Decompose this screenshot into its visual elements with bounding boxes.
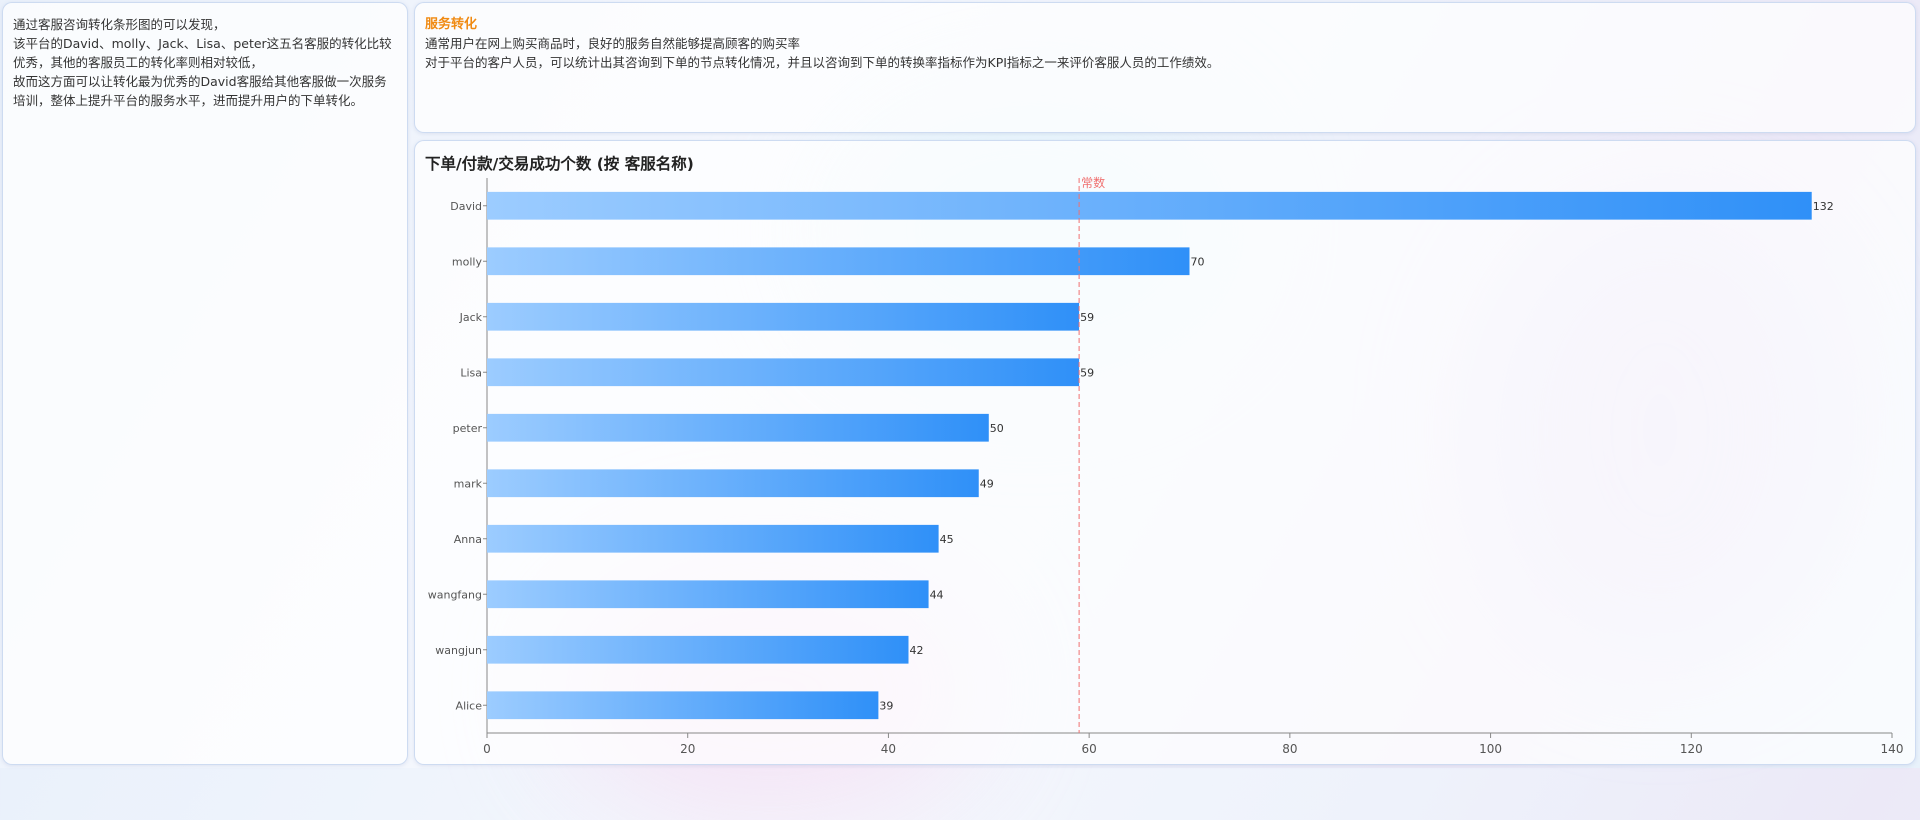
analysis-panel: 通过客服咨询转化条形图的可以发现， 该平台的David、molly、Jack、L… [2, 2, 408, 765]
value-label-molly: 70 [1191, 255, 1205, 268]
x-tick-label: 20 [680, 742, 695, 756]
x-tick-label: 40 [881, 742, 896, 756]
category-label-wangfang: wangfang [428, 588, 482, 601]
category-label-molly: molly [452, 255, 483, 268]
bar-mark [487, 469, 979, 498]
chart-title: 下单/付款/交易成功个数 (按 客服名称) [425, 155, 694, 173]
analysis-paragraph-3: 故而这方面可以让转化最为优秀的David客服给其他客服做一次服务培训，整体上提升… [13, 74, 387, 108]
mark-line-label: 常数 [1081, 175, 1105, 190]
category-label-mark: mark [454, 477, 483, 490]
value-label-Lisa: 59 [1080, 366, 1094, 379]
category-label-wangjun: wangjun [435, 644, 482, 657]
value-label-wangjun: 42 [910, 644, 924, 657]
bar-molly [487, 247, 1190, 276]
x-tick-label: 0 [483, 742, 491, 756]
bar-David [487, 191, 1812, 220]
chart-panel: 下单/付款/交易成功个数 (按 客服名称) David 132 molly 70 Jac… [414, 140, 1916, 765]
category-label-Lisa: Lisa [460, 366, 482, 379]
value-label-Alice: 39 [879, 699, 893, 712]
value-label-peter: 50 [990, 422, 1004, 435]
section-title: 服务转化 [425, 17, 478, 32]
bar-peter [487, 413, 989, 442]
x-tick-label: 80 [1282, 742, 1297, 756]
service-conversion-panel: 服务转化 通常用户在网上购买商品时，良好的服务自然能够提高顾客的购买率 对于平台… [414, 2, 1916, 133]
x-tick-label: 100 [1479, 742, 1502, 756]
analysis-paragraph-1: 通过客服咨询转化条形图的可以发现， [13, 17, 226, 32]
category-label-peter: peter [453, 422, 483, 435]
x-tick-label: 60 [1082, 742, 1097, 756]
analysis-paragraph-2: 该平台的David、molly、Jack、Lisa、peter这五名客服的转化比… [13, 36, 392, 70]
bar-Lisa [487, 358, 1080, 387]
bar-Jack [487, 302, 1080, 331]
category-label-Jack: Jack [459, 311, 483, 324]
category-label-Anna: Anna [454, 533, 482, 546]
x-tick-label: 140 [1881, 742, 1904, 756]
bar-wangjun [487, 635, 909, 664]
value-label-David: 132 [1813, 200, 1834, 213]
bar-chart: David 132 molly 70 Jack 59 Lisa 59 peter 50 mark 49… [428, 175, 1904, 756]
x-tick-label: 120 [1680, 742, 1703, 756]
value-label-wangfang: 44 [930, 588, 944, 601]
value-label-mark: 49 [980, 477, 994, 490]
category-label-David: David [450, 200, 482, 213]
description-line-2: 对于平台的客户人员，可以统计出其咨询到下单的节点转化情况，并且以咨询到下单的转换… [425, 55, 1220, 70]
bar-wangfang [487, 580, 929, 609]
category-label-Alice: Alice [456, 699, 483, 712]
bar-Alice [487, 691, 879, 720]
value-label-Anna: 45 [940, 533, 954, 546]
value-label-Jack: 59 [1080, 311, 1094, 324]
bar-Anna [487, 524, 939, 553]
description-line-1: 通常用户在网上购买商品时，良好的服务自然能够提高顾客的购买率 [425, 36, 801, 51]
